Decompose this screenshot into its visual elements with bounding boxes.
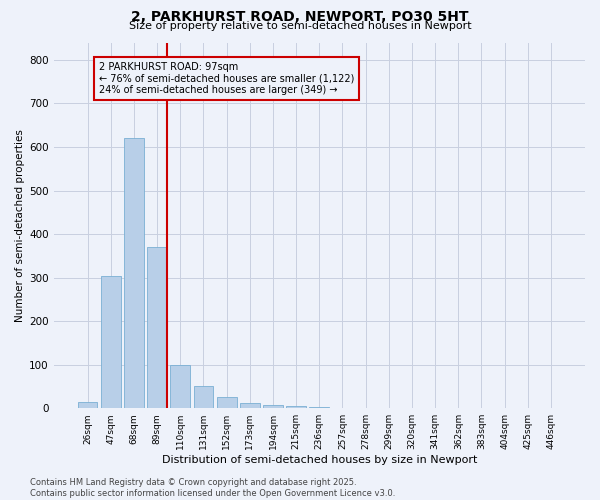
Bar bbox=[217, 398, 236, 408]
Bar bbox=[240, 403, 260, 408]
Bar bbox=[170, 364, 190, 408]
Text: 2 PARKHURST ROAD: 97sqm
← 76% of semi-detached houses are smaller (1,122)
24% of: 2 PARKHURST ROAD: 97sqm ← 76% of semi-de… bbox=[99, 62, 355, 96]
Bar bbox=[148, 247, 167, 408]
Bar bbox=[78, 402, 97, 408]
Bar bbox=[101, 276, 121, 408]
Y-axis label: Number of semi-detached properties: Number of semi-detached properties bbox=[15, 129, 25, 322]
Bar bbox=[263, 404, 283, 408]
Bar bbox=[286, 406, 306, 408]
Text: 2, PARKHURST ROAD, NEWPORT, PO30 5HT: 2, PARKHURST ROAD, NEWPORT, PO30 5HT bbox=[131, 10, 469, 24]
Text: Size of property relative to semi-detached houses in Newport: Size of property relative to semi-detach… bbox=[128, 21, 472, 31]
Text: Contains HM Land Registry data © Crown copyright and database right 2025.
Contai: Contains HM Land Registry data © Crown c… bbox=[30, 478, 395, 498]
X-axis label: Distribution of semi-detached houses by size in Newport: Distribution of semi-detached houses by … bbox=[161, 455, 477, 465]
Bar bbox=[194, 386, 214, 408]
Bar bbox=[124, 138, 144, 408]
